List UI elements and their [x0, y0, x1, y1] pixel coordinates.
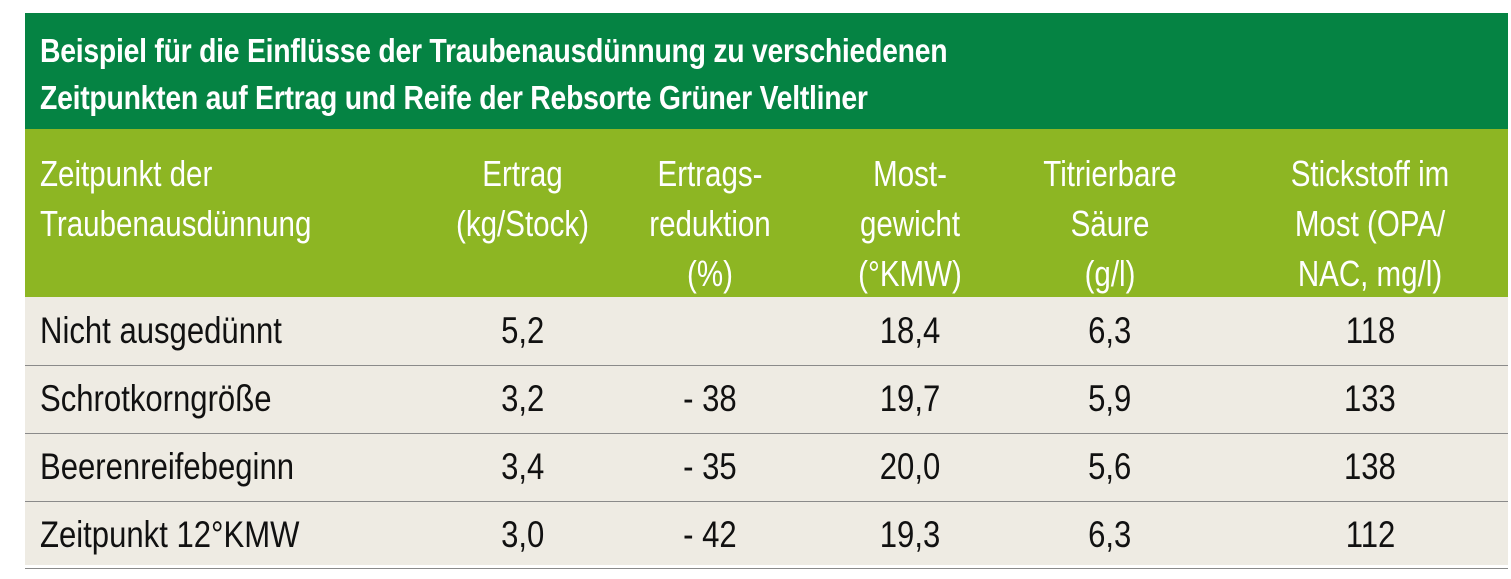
column-header-line: Säure [1070, 203, 1150, 244]
table-cell: 18,4 [825, 297, 995, 365]
column-header-line: (%) [687, 253, 733, 294]
row-label-cell: Beerenreifebeginn [40, 433, 410, 501]
cell-text: Schrotkorngröße [40, 378, 272, 419]
column-header-line: Most- [873, 153, 947, 194]
cell-text: 112 [1345, 514, 1395, 555]
table-cell: 118 [1240, 297, 1500, 365]
table-cell: 6,3 [1010, 501, 1210, 569]
column-header: Zeitpunkt der Traubenausdünnung [40, 149, 410, 249]
row-label-cell: Nicht ausgedünnt [40, 297, 410, 365]
cell-text: 20,0 [879, 446, 941, 487]
table-row: Schrotkorngröße 3,2 - 38 19,7 5,9 133 [25, 365, 1508, 433]
cell-text: 3,0 [500, 514, 545, 555]
column-header: Stickstoff im Most (OPA/NAC, mg/l) [1240, 149, 1500, 299]
cell-text: 5,6 [1088, 446, 1132, 487]
table-cell: 5,6 [1010, 433, 1210, 501]
column-header: Most-gewicht (°KMW) [825, 149, 995, 299]
row-label-cell: Zeitpunkt 12°KMW [40, 501, 410, 569]
table-cell: 5,9 [1010, 365, 1210, 433]
table-cell: 3,2 [410, 365, 635, 433]
table-cell: 5,2 [410, 297, 635, 365]
cell-text: 5,9 [1088, 378, 1132, 419]
cell-text: 6,3 [1088, 514, 1132, 555]
column-header-line: Stickstoff im [1290, 153, 1450, 194]
cell-text: 18,4 [879, 310, 941, 351]
table-row: Beerenreifebeginn 3,4 - 35 20,0 5,6 138 [25, 433, 1508, 501]
cell-text: - 38 [683, 378, 737, 419]
cell-text: 133 [1344, 378, 1396, 419]
cell-text: Beerenreifebeginn [40, 446, 295, 487]
column-header-line: gewicht [859, 203, 961, 244]
table-header: Zeitpunkt der Traubenausdünnung Ertrag (kg/… [25, 129, 1508, 297]
column-header: Ertrag (kg/Stock) [410, 149, 635, 249]
table-cell: 6,3 [1010, 297, 1210, 365]
cell-text: - 42 [683, 514, 737, 555]
table-cell: 19,3 [825, 501, 995, 569]
table-cell: 20,0 [825, 433, 995, 501]
table-title-line-1: Beispiel für die Einflüsse der Traubenau… [40, 32, 948, 69]
row-divider [25, 501, 1508, 502]
column-header-line: (kg/Stock) [456, 203, 589, 244]
table-cell: 138 [1240, 433, 1500, 501]
column-header-line: Ertrags- [657, 153, 763, 194]
cell-text: 138 [1344, 446, 1396, 487]
cell-text: Nicht ausgedünnt [40, 310, 282, 351]
table-title-line-2: Zeitpunkten auf Ertrag und Reife der Reb… [40, 79, 868, 116]
row-label-cell: Schrotkorngröße [40, 365, 410, 433]
column-header-line: reduktion [649, 203, 771, 244]
table-cell: 3,0 [410, 501, 635, 569]
table-cell: 3,4 [410, 433, 635, 501]
cell-text: 19,7 [879, 378, 941, 419]
table-cell: - 42 [625, 501, 795, 569]
column-header: Ertrags-reduktion (%) [625, 149, 795, 299]
column-header-line: Most (OPA/ [1294, 203, 1446, 244]
table-cell: 133 [1240, 365, 1500, 433]
row-divider [25, 568, 1508, 569]
cell-text: - 35 [683, 446, 737, 487]
column-header-line: Traubenausdünnung [40, 203, 312, 244]
cell-text: 3,2 [500, 378, 545, 419]
cell-text: 6,3 [1088, 310, 1132, 351]
table-row: Zeitpunkt 12°KMW 3,0 - 42 19,3 6,3 112 [25, 501, 1508, 569]
cell-text: 19,3 [879, 514, 941, 555]
table-cell: - 35 [625, 433, 795, 501]
column-header-line: Ertrag [482, 153, 563, 194]
data-table: Beispiel für die Einflüsse der Traubenau… [25, 13, 1508, 569]
column-header-line: (°KMW) [858, 253, 962, 294]
column-header-line: Zeitpunkt der [40, 153, 213, 194]
cell-text: Zeitpunkt 12°KMW [40, 514, 300, 555]
cell-text: 5,2 [500, 310, 545, 351]
column-header-line: NAC, mg/l) [1297, 253, 1443, 294]
table-cell: 112 [1240, 501, 1500, 569]
row-divider [25, 365, 1508, 366]
column-header: Titrierbare Säure (g/l) [1010, 149, 1210, 299]
table-cell: - 38 [625, 365, 795, 433]
column-header-line: Titrierbare [1043, 153, 1177, 194]
cell-text: 3,4 [500, 446, 545, 487]
table-row: Nicht ausgedünnt 5,2 18,4 6,3 118 [25, 297, 1508, 365]
cell-text: 118 [1345, 310, 1395, 351]
row-divider [25, 433, 1508, 434]
column-header-line: (g/l) [1084, 253, 1136, 294]
table-cell [625, 297, 795, 365]
table-title: Beispiel für die Einflüsse der Traubenau… [25, 13, 1508, 129]
table-cell: 19,7 [825, 365, 995, 433]
